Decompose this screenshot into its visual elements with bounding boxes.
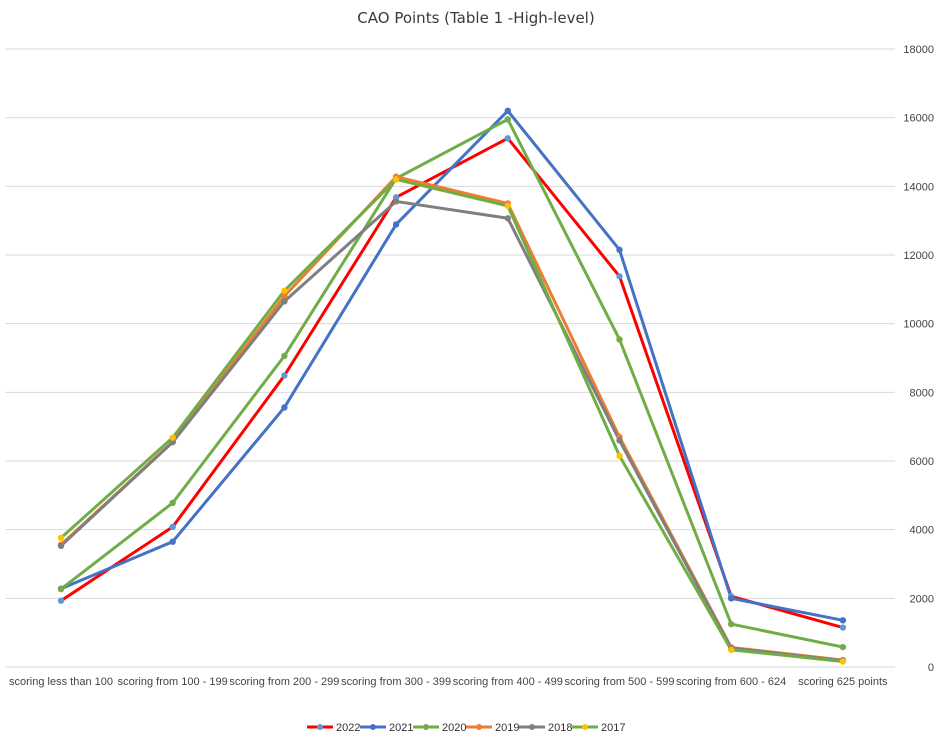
legend-label: 2019 [495, 722, 519, 734]
legend-label: 2020 [442, 722, 466, 734]
gridlines [5, 48, 895, 668]
legend-swatch-marker [423, 724, 429, 730]
legend-item-2021: 2021 [360, 722, 413, 734]
data-point-2021 [616, 246, 623, 254]
x-tick-label: scoring from 400 - 499 [453, 676, 563, 688]
x-tick-label: scoring from 200 - 299 [229, 676, 339, 688]
y-tick-label: 18000 [903, 44, 934, 56]
legend-item-2020: 2020 [413, 722, 466, 734]
legend: 2022 2021 2020 2019 2018 2017 [307, 722, 625, 734]
legend-item-2022: 2022 [307, 722, 360, 734]
legend-label: 2017 [601, 722, 625, 734]
data-point-2022 [281, 372, 288, 379]
y-tick-label: 16000 [903, 113, 934, 125]
data-point-2017 [392, 176, 400, 183]
y-tick-label: 0 [928, 662, 934, 674]
y-tick-label: 8000 [910, 387, 934, 399]
data-point-2021 [728, 595, 735, 602]
y-tick-label: 10000 [903, 319, 934, 331]
data-point-2020 [616, 336, 623, 343]
data-point-2018 [504, 215, 511, 222]
series-line-2019 [59, 175, 845, 662]
data-point-2022 [57, 597, 65, 604]
data-point-2017 [728, 646, 735, 654]
data-point-2020 [281, 352, 288, 360]
y-tick-label: 4000 [910, 525, 934, 537]
data-point-2018 [392, 198, 400, 205]
y-tick-label: 2000 [910, 593, 934, 605]
legend-swatch-marker [317, 724, 323, 730]
data-point-2020 [728, 620, 735, 628]
legend-swatch-marker [529, 724, 535, 730]
data-point-2022 [169, 523, 176, 531]
data-point-2020 [839, 643, 847, 651]
data-point-2017 [57, 534, 65, 542]
x-axis: scoring less than 100 scoring from 100 - … [9, 676, 888, 688]
data-point-2019 [281, 293, 288, 300]
data-point-2020 [57, 585, 65, 593]
series-markers [57, 107, 847, 665]
data-point-2022 [504, 135, 511, 142]
y-tick-label: 6000 [910, 456, 934, 468]
data-point-2021 [392, 221, 400, 228]
x-tick-label: scoring less than 100 [9, 676, 113, 688]
legend-swatch-marker [582, 724, 588, 730]
legend-swatch-marker [370, 724, 376, 730]
chart-title: CAO Points (Table 1 -High-level) [357, 9, 594, 27]
legend-label: 2022 [336, 722, 360, 734]
y-axis: 0 2000 4000 6000 8000 10000 12000 14000 16000 180… [903, 44, 934, 674]
y-tick-label: 12000 [903, 250, 934, 262]
series-line-2022 [59, 136, 845, 630]
data-point-2017 [616, 452, 623, 460]
series-line-2021 [59, 109, 845, 622]
data-point-2020 [169, 499, 176, 507]
data-point-2022 [839, 624, 847, 631]
y-tick-label: 14000 [903, 181, 934, 193]
data-point-2021 [839, 617, 847, 624]
data-point-2021 [169, 538, 176, 545]
series-line-2020 [59, 117, 845, 649]
data-point-2018 [169, 438, 176, 446]
data-point-2017 [839, 658, 847, 665]
data-point-2017 [504, 202, 511, 210]
legend-item-2017: 2017 [572, 722, 625, 734]
data-point-2017 [281, 287, 288, 294]
x-tick-label: scoring from 600 - 624 [676, 676, 786, 688]
legend-item-2019: 2019 [466, 722, 519, 734]
x-tick-label: scoring from 300 - 399 [341, 676, 451, 688]
series-lines [59, 109, 845, 664]
legend-item-2018: 2018 [519, 722, 572, 734]
series-line-2017 [59, 177, 845, 664]
x-tick-label: scoring from 500 - 599 [564, 676, 674, 688]
data-point-2018 [57, 542, 65, 550]
data-point-2022 [616, 273, 623, 280]
series-line-2018 [59, 199, 845, 663]
data-point-2020 [504, 116, 511, 123]
data-point-2021 [281, 404, 288, 411]
x-tick-label: scoring from 100 - 199 [118, 676, 228, 688]
data-point-2018 [281, 298, 288, 305]
x-tick-label: scoring 625 points [798, 676, 888, 688]
data-point-2021 [504, 107, 511, 115]
legend-label: 2021 [389, 722, 413, 734]
data-point-2018 [616, 437, 623, 444]
data-point-2017 [169, 434, 176, 441]
legend-label: 2018 [548, 722, 572, 734]
legend-swatch-marker [476, 724, 482, 730]
